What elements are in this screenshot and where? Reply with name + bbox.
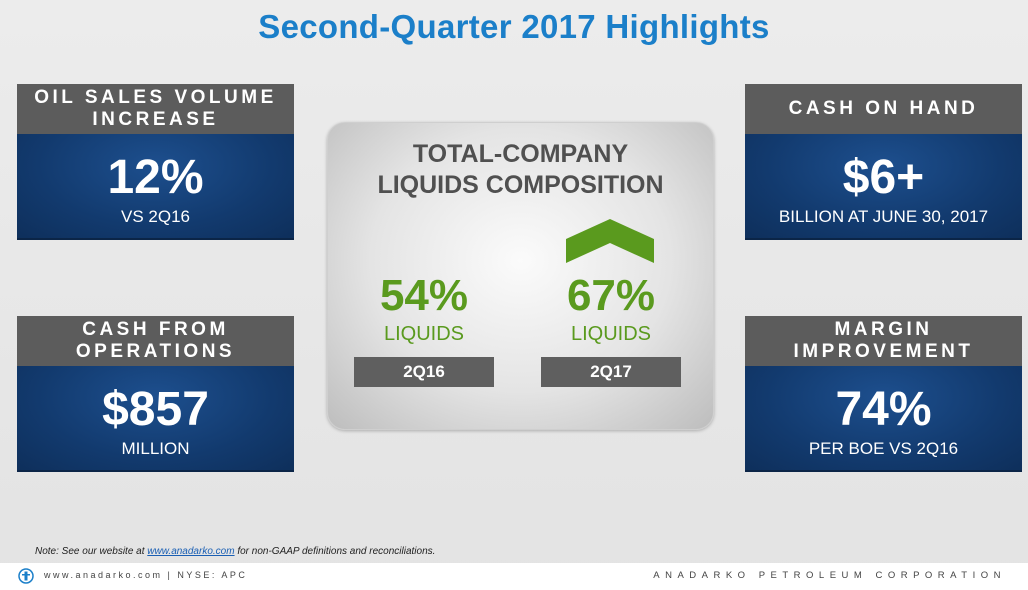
chevron-up-icon bbox=[566, 219, 654, 263]
liquids-label: LIQUIDS bbox=[570, 323, 652, 345]
margin-improvement-card: MARGIN IMPROVEMENT 74% PER BOE VS 2Q16 bbox=[745, 316, 1022, 472]
footer: www.anadarko.com | NYSE: APC ANADARKO PE… bbox=[0, 563, 1028, 590]
panel-title: TOTAL-COMPANY LIQUIDS COMPOSITION bbox=[328, 139, 713, 201]
liquids-value: 54% bbox=[379, 271, 469, 320]
footer-website-ticker: www.anadarko.com | NYSE: APC bbox=[44, 570, 248, 580]
card-value: 12% bbox=[107, 151, 204, 204]
liquids-2q16: 54% LIQUIDS 2Q16 bbox=[354, 273, 494, 387]
card-body: $6+ BILLION AT JUNE 30, 2017 bbox=[745, 134, 1022, 240]
liquids-label: LIQUIDS bbox=[383, 323, 465, 345]
card-header: OIL SALES VOLUME INCREASE bbox=[17, 84, 294, 134]
liquids-2q17: 67% LIQUIDS 2Q17 bbox=[541, 273, 681, 387]
footer-company-name: ANADARKO PETROLEUM CORPORATION bbox=[653, 570, 1006, 581]
card-value: $6+ bbox=[842, 151, 925, 204]
website-link[interactable]: www.anadarko.com bbox=[147, 546, 235, 557]
page-title: Second-Quarter 2017 Highlights bbox=[258, 8, 770, 45]
cash-on-hand-card: CASH ON HAND $6+ BILLION AT JUNE 30, 201… bbox=[745, 84, 1022, 240]
card-body: $857 MILLION bbox=[17, 366, 294, 472]
panel-title-line2: LIQUIDS COMPOSITION bbox=[377, 171, 664, 199]
card-body: 12% VS 2Q16 bbox=[17, 134, 294, 240]
card-value: $857 bbox=[102, 383, 209, 436]
footnote-prefix: Note: See our website at bbox=[35, 546, 148, 557]
company-logo-icon bbox=[18, 568, 34, 584]
period-label: 2Q16 bbox=[354, 357, 494, 387]
card-caption: VS 2Q16 bbox=[121, 207, 190, 226]
footnote: Note: See our website at www.anadarko.co… bbox=[35, 546, 435, 557]
card-body: 74% PER BOE VS 2Q16 bbox=[745, 366, 1022, 472]
oil-sales-card: OIL SALES VOLUME INCREASE 12% VS 2Q16 bbox=[17, 84, 294, 240]
card-caption: BILLION AT JUNE 30, 2017 bbox=[778, 207, 989, 226]
panel-title-line1: TOTAL-COMPANY bbox=[412, 140, 629, 168]
card-caption: MILLION bbox=[121, 439, 190, 458]
card-caption: PER BOE VS 2Q16 bbox=[808, 439, 959, 458]
period-label: 2Q17 bbox=[541, 357, 681, 387]
card-header: CASH ON HAND bbox=[745, 84, 1022, 134]
card-header: CASH FROM OPERATIONS bbox=[17, 316, 294, 366]
footnote-suffix: for non-GAAP definitions and reconciliat… bbox=[234, 546, 436, 557]
cash-from-operations-card: CASH FROM OPERATIONS $857 MILLION bbox=[17, 316, 294, 472]
card-header: MARGIN IMPROVEMENT bbox=[745, 316, 1022, 366]
liquids-composition-panel: TOTAL-COMPANY LIQUIDS COMPOSITION 54% LI… bbox=[327, 122, 714, 430]
liquids-value: 67% bbox=[566, 271, 656, 320]
card-value: 74% bbox=[835, 383, 932, 436]
